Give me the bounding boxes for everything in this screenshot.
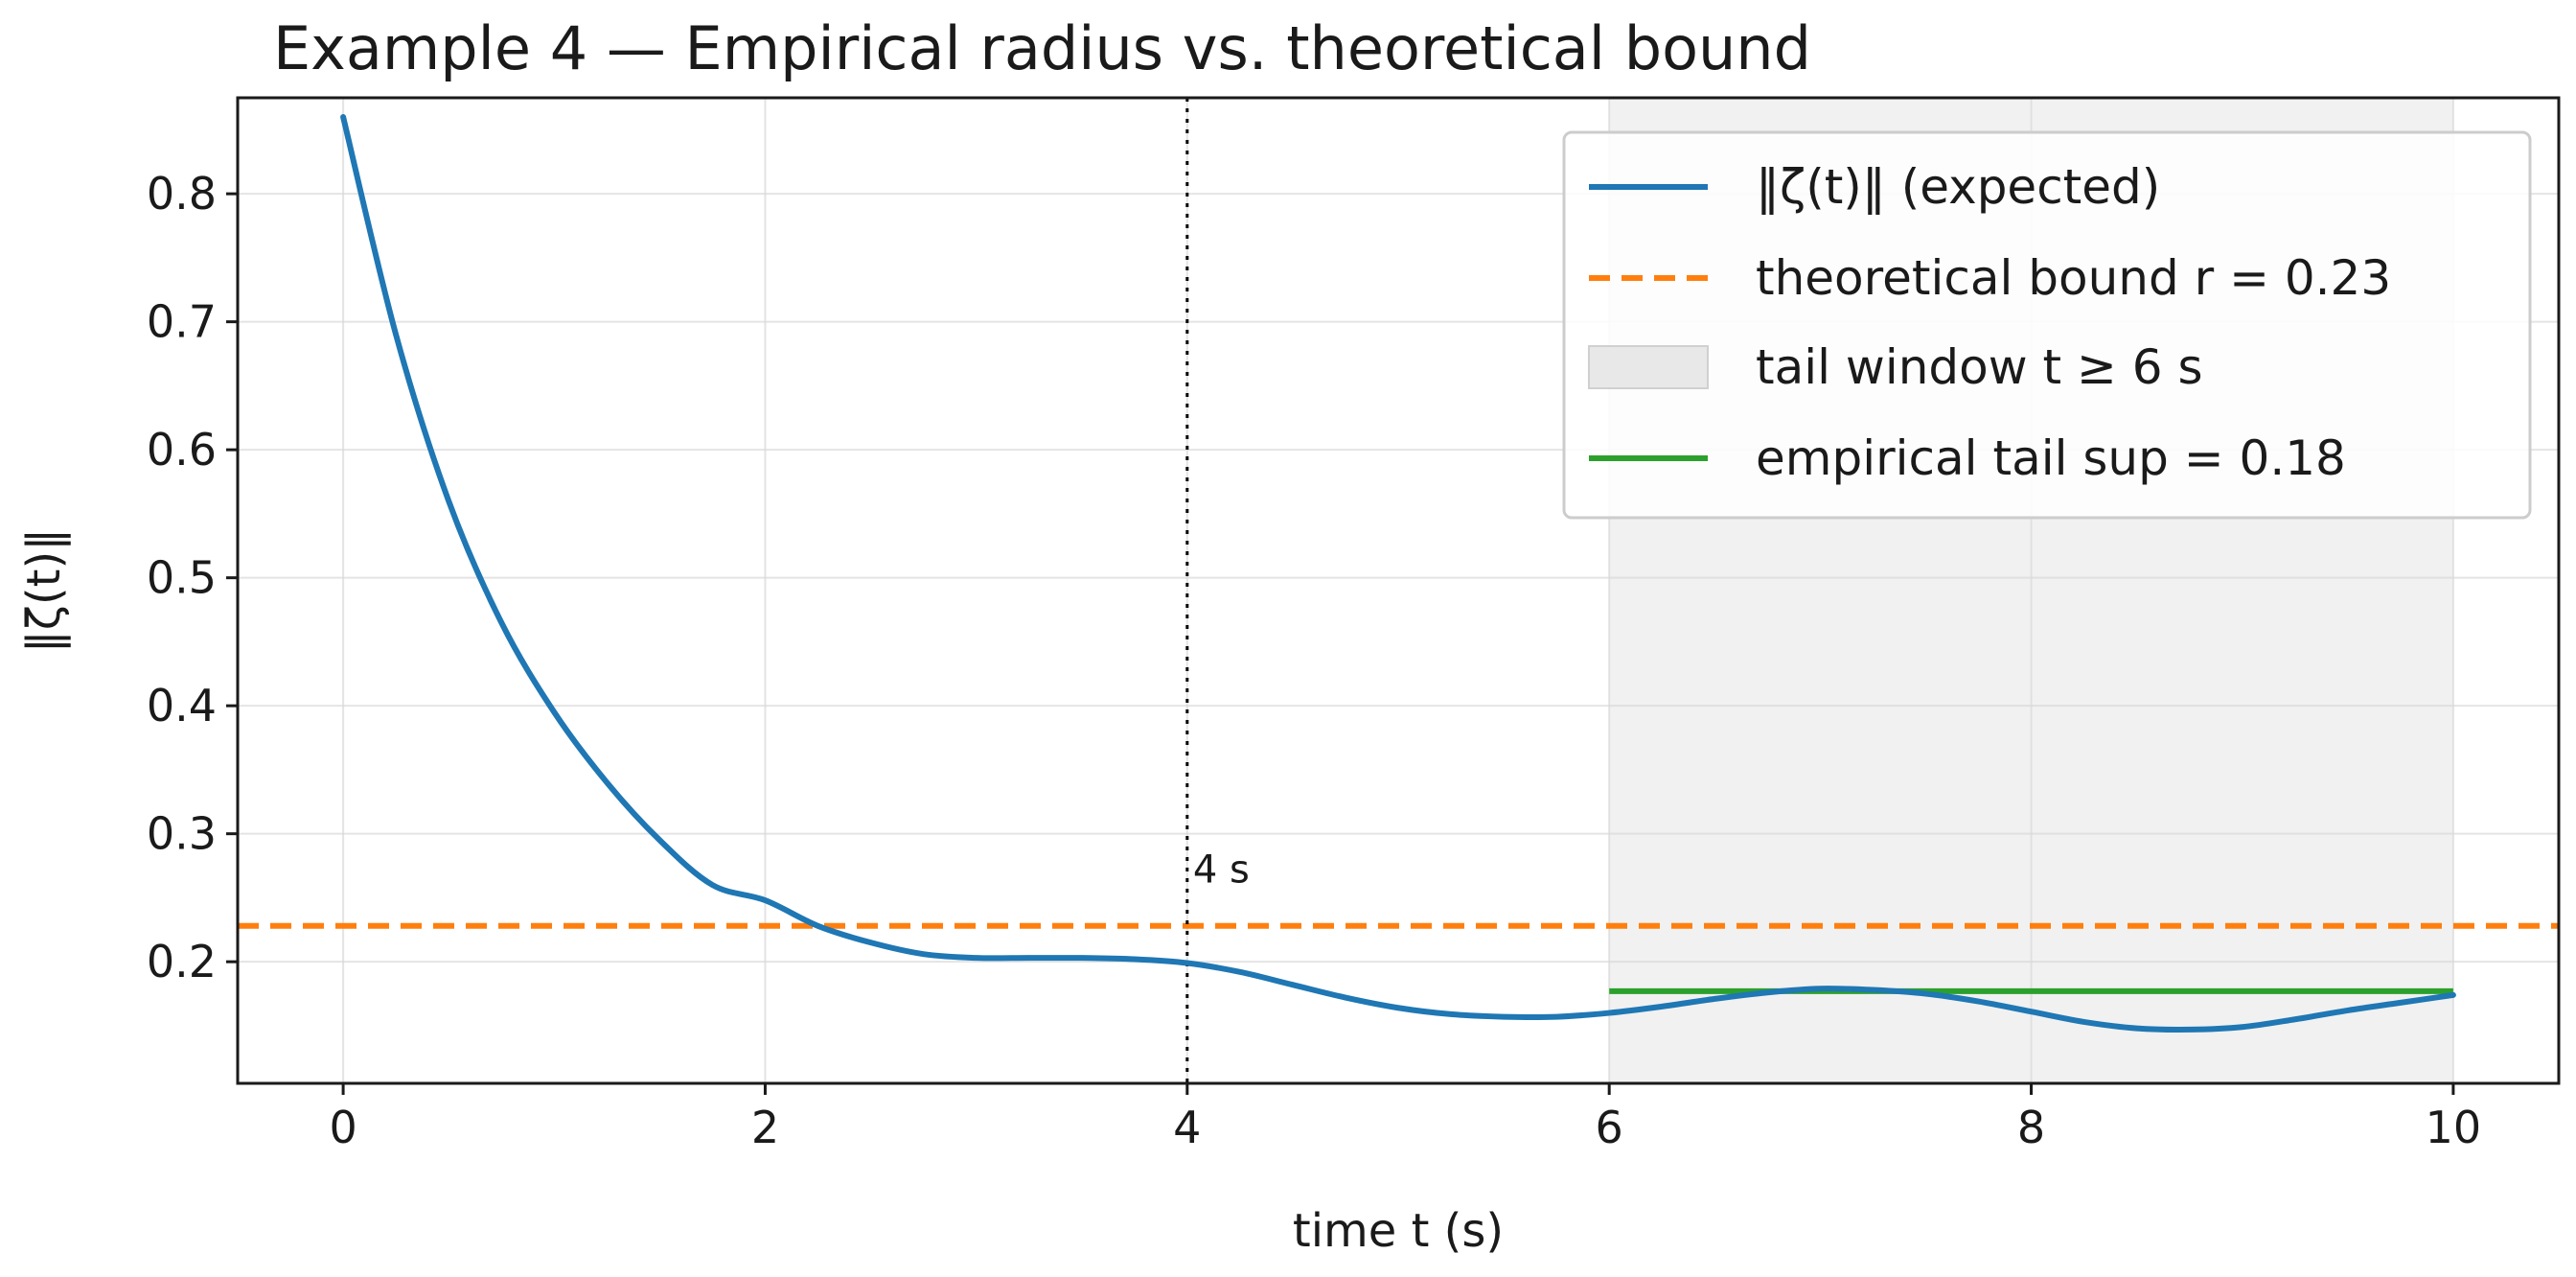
x-axis-label: time t (s) <box>1293 1204 1504 1258</box>
x-tick-label: 6 <box>1596 1102 1623 1153</box>
x-tick-label: 8 <box>2017 1102 2045 1153</box>
vertical-marker-label: 4 s <box>1193 847 1250 892</box>
x-axis-ticks: 0 2 4 6 8 10 <box>329 1083 2481 1153</box>
chart-title: Example 4 — Empirical radius vs. theoret… <box>273 13 1811 83</box>
legend-label-expected: ‖ζ(t)‖ (expected) <box>1756 159 2160 215</box>
plot-frame <box>236 96 2561 1085</box>
x-tick-label: 4 <box>1173 1102 1201 1153</box>
y-axis-label: ‖ζ(t)‖ <box>17 528 71 653</box>
x-tick-label: 0 <box>329 1102 356 1153</box>
x-tick-label: 2 <box>751 1102 779 1153</box>
x-tick-label: 10 <box>2426 1102 2482 1153</box>
y-tick-label: 0.8 <box>147 168 217 220</box>
legend-label-bound: theoretical bound r = 0.23 <box>1756 250 2391 306</box>
y-tick-label: 0.5 <box>147 552 217 604</box>
y-tick-label: 0.4 <box>147 680 217 731</box>
series-line-expected <box>340 114 2456 1033</box>
legend-label-tail-window: tail window t ≥ 6 s <box>1756 339 2203 395</box>
legend-box <box>1562 130 2532 520</box>
y-axis-ticks: 0.2 0.3 0.4 0.5 0.6 0.7 0.8 <box>147 168 238 987</box>
y-tick-label: 0.6 <box>147 424 217 476</box>
legend-label-tail-sup: empirical tail sup = 0.18 <box>1756 430 2346 486</box>
legend-swatch-tail-window <box>1588 345 1709 389</box>
y-tick-label: 0.2 <box>147 936 217 987</box>
y-tick-label: 0.3 <box>147 808 217 860</box>
y-tick-label: 0.7 <box>147 296 217 348</box>
legend: ‖ζ(t)‖ (expected) theoretical bound r = … <box>1562 130 2532 520</box>
